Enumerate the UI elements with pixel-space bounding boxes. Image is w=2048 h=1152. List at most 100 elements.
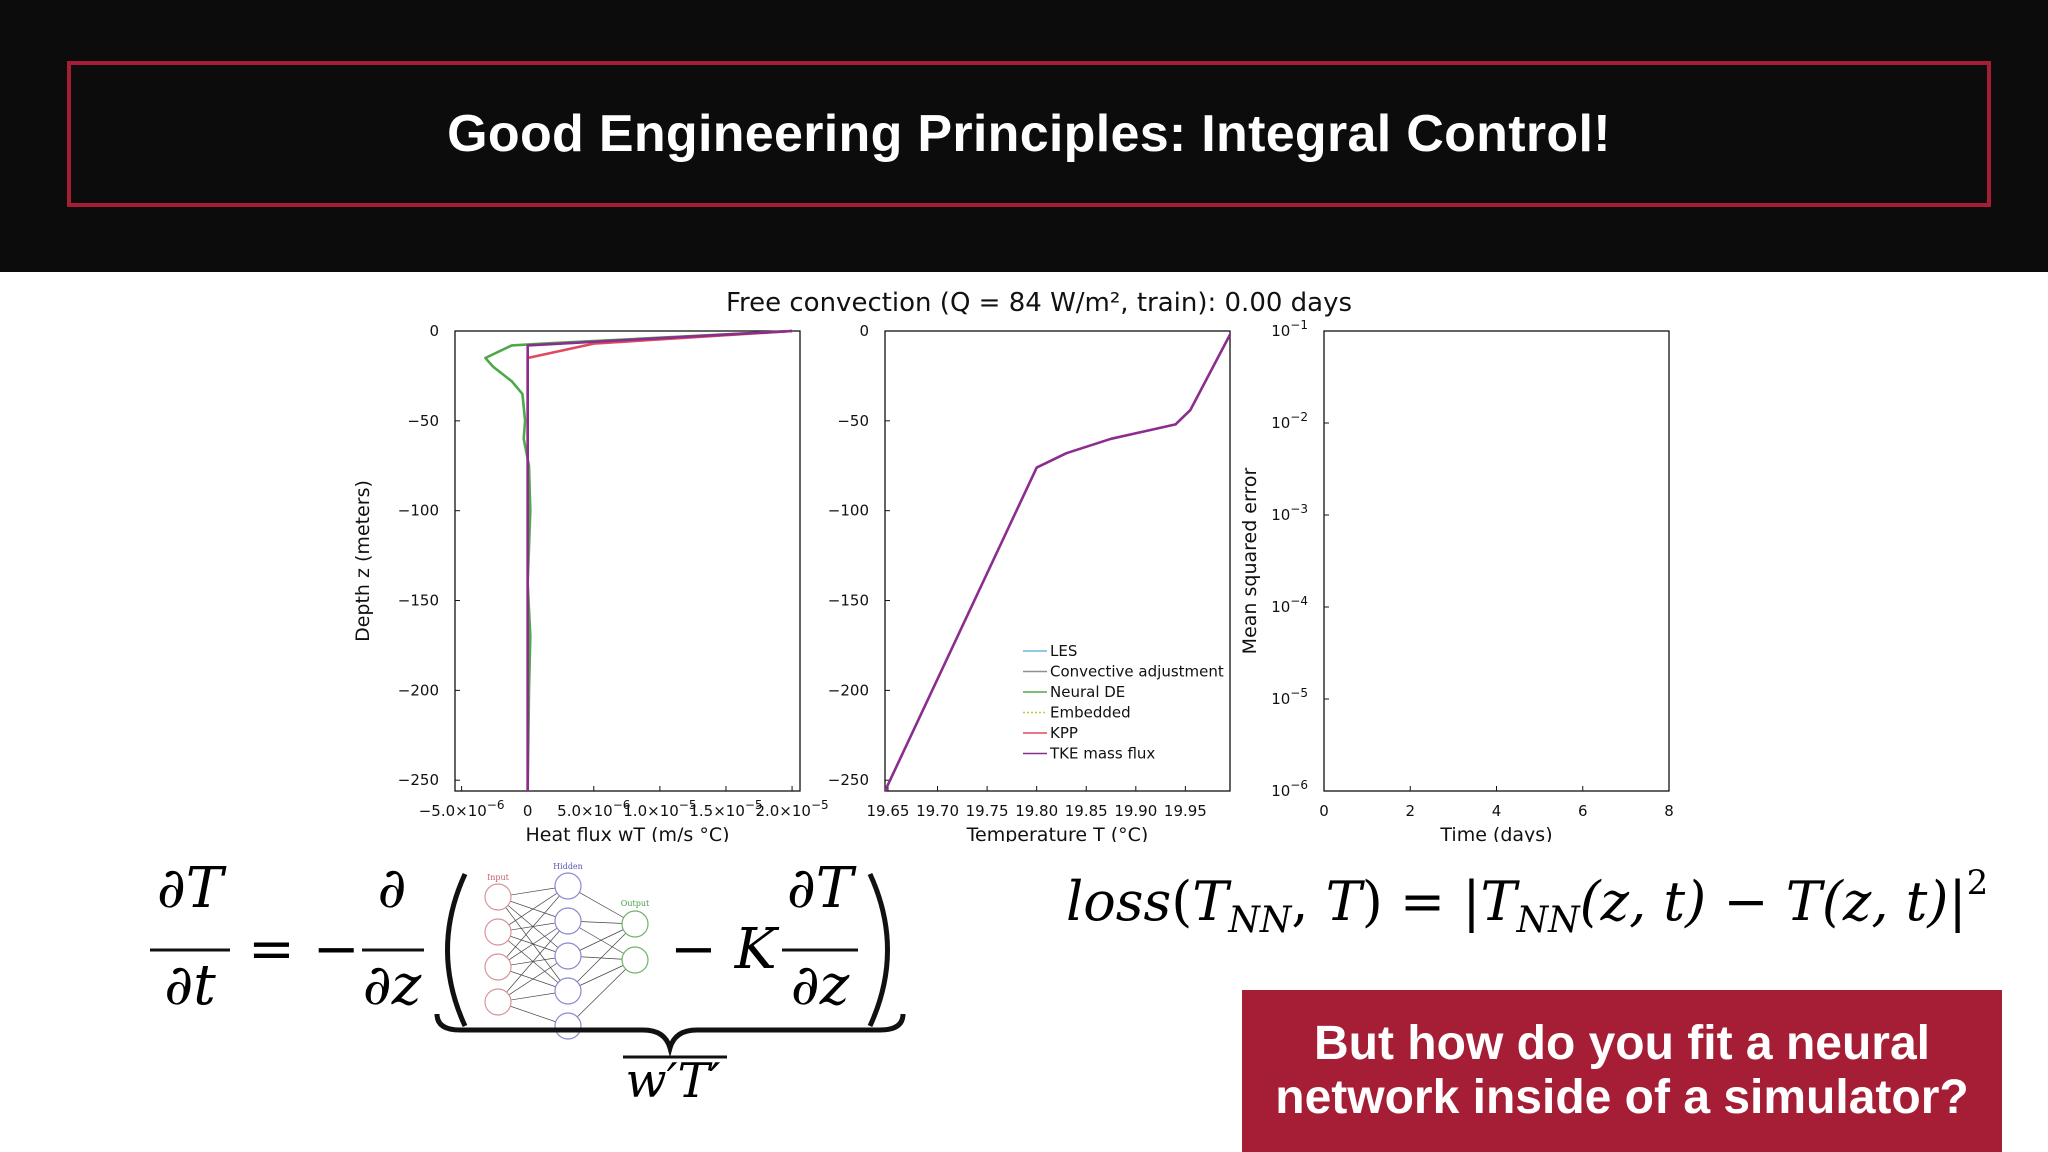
series-line-tke-mass-flux (526, 329, 793, 791)
loss-rhs-term1-sub: NN (1516, 900, 1582, 941)
figure-panels: 0 −50 −100 −150 −200 −250 −5.0×10−6 0 5.0×10−6 1.… (352, 318, 1674, 842)
x-tick-label: −5.0×10−6 (419, 798, 505, 820)
question-callout: But how do you fit a neural network insi… (1242, 990, 2002, 1152)
series-line-kpp (526, 329, 793, 791)
x-tick-label: 19.85 (1065, 802, 1108, 820)
y-tick-label: −150 (398, 592, 439, 610)
callout-line-2: network inside of a simulator? (1275, 1071, 1969, 1124)
pde-minus-k: − K (670, 917, 780, 982)
y-tick-label: 10−1 (1271, 318, 1308, 340)
loss-name: loss (1066, 870, 1171, 933)
nn-input-label: Input (487, 873, 510, 882)
chart-legend: LES Convective adjustment Neural DE Embedde… (1023, 642, 1224, 763)
y-axis-label: Mean squared error (1239, 467, 1261, 654)
series-line-neural-de (484, 329, 793, 792)
figure-suptitle: Free convection (Q = 84 W/m², train): 0.… (726, 288, 1352, 318)
loss-rhs-term2: T (1786, 870, 1826, 933)
loss-canvas: loss(TNN, T) = |TNN(z, t) − T(z, t)|2 (1066, 863, 1988, 941)
chart-panel-1: 0 −50 −100 −150 −200 −250 −5.0×10−6 0 5.0×10−6 1.… (352, 322, 829, 842)
left-paren (445, 872, 468, 1028)
y-tick-label: 10−4 (1271, 594, 1308, 616)
y-tick-label: 0 (859, 322, 869, 340)
chart-panel-2: 0 −50 −100 −150 −200 −250 19.65 19.70 19.75 19.80… (828, 322, 1232, 842)
y-tick-label: −200 (828, 681, 869, 699)
x-axis-label: Time (days) (1439, 824, 1552, 842)
loss-rhs-term1: T (1481, 870, 1521, 933)
nn-hidden-label: Hidden (553, 862, 583, 871)
legend-entry: Convective adjustment (1050, 663, 1224, 681)
loss-equation: loss(TNN, T) = |TNN(z, t) − T(z, t)|2 (1050, 860, 1990, 970)
loss-arg1-sub: NN (1227, 900, 1293, 941)
neural-network-icon: Input Hidden Output (484, 862, 650, 1040)
chart-panel-3: 10−1 10−2 10−3 10−4 10−5 10−6 0 2 4 6 8 Time (days)… (1239, 318, 1674, 842)
x-tick-label: 6 (1578, 802, 1588, 820)
loss-rhs-args2: (z, t) (1822, 870, 1949, 933)
legend-entry: Neural DE (1050, 683, 1125, 701)
x-axis-label: Heat flux wT (m/s °C) (525, 824, 729, 842)
y-tick-label: −100 (828, 502, 869, 520)
title-frame: Good Engineering Principles: Integral Co… (67, 61, 1991, 207)
legend-entry: Embedded (1050, 704, 1131, 722)
x-tick-label: 19.90 (1114, 802, 1157, 820)
x-tick-label: 19.80 (1015, 802, 1058, 820)
figure-canvas: Free convection (Q = 84 W/m², train): 0.… (352, 288, 1674, 842)
simulation-figure: Free convection (Q = 84 W/m², train): 0.… (0, 272, 2048, 842)
loss-power: 2 (1967, 863, 1989, 903)
pde-gradient-denominator: ∂z (791, 953, 850, 1018)
loss-minus: − (1723, 870, 1768, 933)
y-tick-label: 10−5 (1271, 686, 1308, 708)
y-tick-label: −50 (407, 412, 439, 430)
legend-entry: TKE mass flux (1049, 745, 1155, 763)
nn-output-label: Output (621, 899, 650, 908)
pde-operator-denominator: ∂z (363, 953, 422, 1018)
loss-equation-text: loss(TNN, T) = |TNN(z, t) − T(z, t)|2 (1066, 863, 1988, 941)
x-tick-label: 19.95 (1164, 802, 1207, 820)
pde-canvas: ∂T ∂t = − ∂ ∂z (150, 856, 906, 1109)
underbrace-label: w′T′ (626, 1053, 721, 1109)
nn-nodes (484, 872, 649, 1040)
loss-rhs-args1: (z, t) (1580, 870, 1707, 933)
pde-lhs-numerator: ∂T (157, 860, 227, 921)
y-tick-label: −100 (398, 502, 439, 520)
title-band: Good Engineering Principles: Integral Co… (0, 0, 2048, 272)
legend-entry: KPP (1050, 724, 1078, 742)
x-tick-label: 0 (1319, 802, 1329, 820)
pde-operator-numerator: ∂ (378, 860, 407, 921)
underbrace (434, 1013, 906, 1058)
x-tick-label: 19.70 (916, 802, 959, 820)
y-axis-label: Depth z (meters) (352, 480, 374, 642)
x-tick-label: 2 (1405, 802, 1415, 820)
legend-entry: LES (1050, 642, 1077, 660)
x-tick-label: 1.5×10−5 (689, 798, 762, 820)
series-line-tke-mass-flux (883, 333, 1232, 792)
callout-line-1: But how do you fit a neural (1314, 1017, 1930, 1070)
y-tick-label: −150 (828, 592, 869, 610)
plot-frame (454, 330, 801, 792)
x-tick-label: 19.65 (866, 802, 909, 820)
x-tick-label: 19.75 (966, 802, 1009, 820)
x-tick-label: 0 (523, 802, 533, 820)
pde-equation: ∂T ∂t = − ∂ ∂z (130, 856, 930, 1120)
x-tick-label: 8 (1664, 802, 1674, 820)
x-axis-label: Temperature T (°C) (966, 824, 1149, 842)
y-tick-label: −250 (398, 771, 439, 789)
y-tick-label: −200 (398, 681, 439, 699)
y-tick-label: 10−3 (1271, 502, 1308, 524)
y-tick-label: −250 (828, 771, 869, 789)
pde-lhs-denominator: ∂t (164, 953, 216, 1018)
loss-arg2: T (1326, 870, 1366, 933)
pde-gradient-numerator: ∂T (787, 860, 857, 921)
x-tick-label: 4 (1492, 802, 1502, 820)
slide-title: Good Engineering Principles: Integral Co… (447, 105, 1611, 163)
loss-arg1: T (1192, 870, 1232, 933)
y-tick-label: −50 (837, 412, 869, 430)
pde-equals-minus: = − (248, 917, 360, 982)
x-tick-label: 2.0×10−5 (755, 798, 828, 820)
y-tick-label: 10−6 (1271, 778, 1308, 800)
plot-frame (884, 330, 1231, 792)
y-tick-label: 10−2 (1271, 410, 1308, 432)
y-tick-label: 0 (429, 322, 439, 340)
plot-frame (1323, 330, 1670, 792)
x-tick-label: 5.0×10−6 (557, 798, 630, 820)
